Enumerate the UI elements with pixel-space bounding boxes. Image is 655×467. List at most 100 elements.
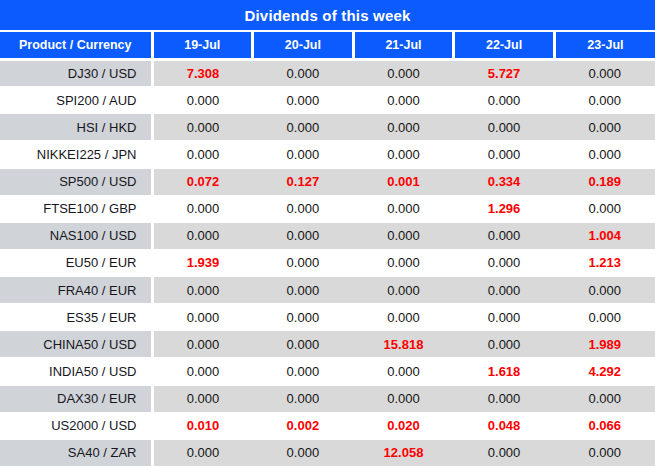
table-row: FTSE100 / GBP0.0000.0000.0001.2960.000 — [0, 195, 655, 222]
dividend-value: 0.000 — [253, 222, 354, 249]
dividend-value: 0.000 — [253, 195, 354, 222]
product-cell: DAX30 / EUR — [0, 385, 152, 412]
dividend-value: 0.000 — [454, 249, 555, 276]
product-cell: NAS100 / USD — [0, 222, 152, 249]
title-bar: Dividends of this week — [0, 0, 655, 32]
table-row: HSI / HKD0.0000.0000.0000.0000.000 — [0, 114, 655, 141]
dividend-value-highlighted: 1.618 — [454, 358, 555, 385]
table-row: US2000 / USD0.0100.0020.0200.0480.066 — [0, 412, 655, 439]
column-header-date: 23-Jul — [554, 32, 655, 60]
table-row: EU50 / EUR1.9390.0000.0000.0001.213 — [0, 249, 655, 276]
table-body: DJ30 / USD7.3080.0000.0005.7270.000SPI20… — [0, 60, 655, 467]
dividend-value-highlighted: 1.004 — [554, 222, 655, 249]
dividend-value: 0.000 — [554, 385, 655, 412]
table-row: FRA40 / EUR0.0000.0000.0000.0000.000 — [0, 277, 655, 304]
dividend-value: 0.000 — [152, 358, 253, 385]
table-row: SP500 / USD0.0720.1270.0010.3340.189 — [0, 168, 655, 195]
dividend-value: 0.000 — [152, 195, 253, 222]
dividend-value: 0.000 — [454, 385, 555, 412]
dividend-value: 0.000 — [152, 385, 253, 412]
table-row: ES35 / EUR0.0000.0000.0000.0000.000 — [0, 304, 655, 331]
dividend-value: 0.000 — [554, 60, 655, 87]
dividend-value: 0.000 — [454, 114, 555, 141]
dividend-value-highlighted: 0.127 — [253, 168, 354, 195]
dividend-value: 0.000 — [253, 87, 354, 114]
dividend-value: 0.000 — [253, 249, 354, 276]
dividend-value: 0.000 — [152, 114, 253, 141]
dividends-table: Product / Currency 19-Jul 20-Jul 21-Jul … — [0, 32, 655, 467]
product-cell: US2000 / USD — [0, 412, 152, 439]
table-row: DJ30 / USD7.3080.0000.0005.7270.000 — [0, 60, 655, 87]
table-row: DAX30 / EUR0.0000.0000.0000.0000.000 — [0, 385, 655, 412]
dividend-value: 0.000 — [253, 358, 354, 385]
dividend-value: 0.000 — [554, 439, 655, 466]
product-cell: INDIA50 / USD — [0, 358, 152, 385]
dividend-value-highlighted: 5.727 — [454, 60, 555, 87]
dividend-value: 0.000 — [454, 331, 555, 358]
dividend-value: 0.000 — [152, 304, 253, 331]
dividend-value-highlighted: 4.292 — [554, 358, 655, 385]
product-cell: HSI / HKD — [0, 114, 152, 141]
dividend-value: 0.000 — [152, 439, 253, 466]
dividend-value-highlighted: 0.002 — [253, 412, 354, 439]
dividend-value-highlighted: 1.296 — [454, 195, 555, 222]
dividend-value: 0.000 — [554, 195, 655, 222]
dividend-value: 0.000 — [454, 222, 555, 249]
table-row: INDIA50 / USD0.0000.0000.0001.6184.292 — [0, 358, 655, 385]
product-cell: FTSE100 / GBP — [0, 195, 152, 222]
table-row: NAS100 / USD0.0000.0000.0000.0001.004 — [0, 222, 655, 249]
dividend-value: 0.000 — [454, 141, 555, 168]
dividend-value-highlighted: 1.213 — [554, 249, 655, 276]
dividend-value: 0.000 — [353, 141, 454, 168]
dividend-value: 0.000 — [353, 358, 454, 385]
dividend-value: 0.000 — [454, 304, 555, 331]
column-header-date: 21-Jul — [353, 32, 454, 60]
product-cell: ES35 / EUR — [0, 304, 152, 331]
dividend-value: 0.000 — [152, 222, 253, 249]
column-header-product: Product / Currency — [0, 32, 152, 60]
dividend-value-highlighted: 15.818 — [353, 331, 454, 358]
table-row: SA40 / ZAR0.0000.00012.0580.0000.000 — [0, 439, 655, 466]
dividend-value-highlighted: 0.334 — [454, 168, 555, 195]
dividend-value: 0.000 — [454, 277, 555, 304]
product-cell: SPI200 / AUD — [0, 87, 152, 114]
product-cell: CHINA50 / USD — [0, 331, 152, 358]
product-cell: SP500 / USD — [0, 168, 152, 195]
dividend-value: 0.000 — [554, 304, 655, 331]
product-cell: FRA40 / EUR — [0, 277, 152, 304]
dividend-value: 0.000 — [454, 439, 555, 466]
dividend-value: 0.000 — [253, 385, 354, 412]
dividend-value: 0.000 — [152, 277, 253, 304]
dividend-value-highlighted: 1.939 — [152, 249, 253, 276]
dividends-panel: Dividends of this week Product / Currenc… — [0, 0, 655, 467]
dividend-value: 0.000 — [253, 141, 354, 168]
dividend-value-highlighted: 0.020 — [353, 412, 454, 439]
table-row: SPI200 / AUD0.0000.0000.0000.0000.000 — [0, 87, 655, 114]
dividend-value: 0.000 — [152, 331, 253, 358]
dividend-value-highlighted: 0.072 — [152, 168, 253, 195]
dividend-value: 0.000 — [253, 331, 354, 358]
dividend-value-highlighted: 0.189 — [554, 168, 655, 195]
dividend-value: 0.000 — [253, 439, 354, 466]
dividend-value: 0.000 — [454, 87, 555, 114]
dividend-value: 0.000 — [152, 141, 253, 168]
dividend-value: 0.000 — [353, 249, 454, 276]
product-cell: DJ30 / USD — [0, 60, 152, 87]
dividend-value: 0.000 — [554, 87, 655, 114]
page-title: Dividends of this week — [244, 7, 410, 24]
dividend-value: 0.000 — [253, 114, 354, 141]
dividend-value: 0.000 — [253, 277, 354, 304]
table-row: CHINA50 / USD0.0000.00015.8180.0001.989 — [0, 331, 655, 358]
dividend-value: 0.000 — [253, 304, 354, 331]
product-cell: EU50 / EUR — [0, 249, 152, 276]
product-cell: SA40 / ZAR — [0, 439, 152, 466]
dividend-value-highlighted: 12.058 — [353, 439, 454, 466]
dividend-value: 0.000 — [353, 60, 454, 87]
dividend-value: 0.000 — [253, 60, 354, 87]
dividend-value-highlighted: 7.308 — [152, 60, 253, 87]
column-header-date: 19-Jul — [152, 32, 253, 60]
column-header-date: 20-Jul — [253, 32, 354, 60]
dividend-value: 0.000 — [554, 141, 655, 168]
dividend-value: 0.000 — [152, 87, 253, 114]
dividend-value: 0.000 — [353, 114, 454, 141]
